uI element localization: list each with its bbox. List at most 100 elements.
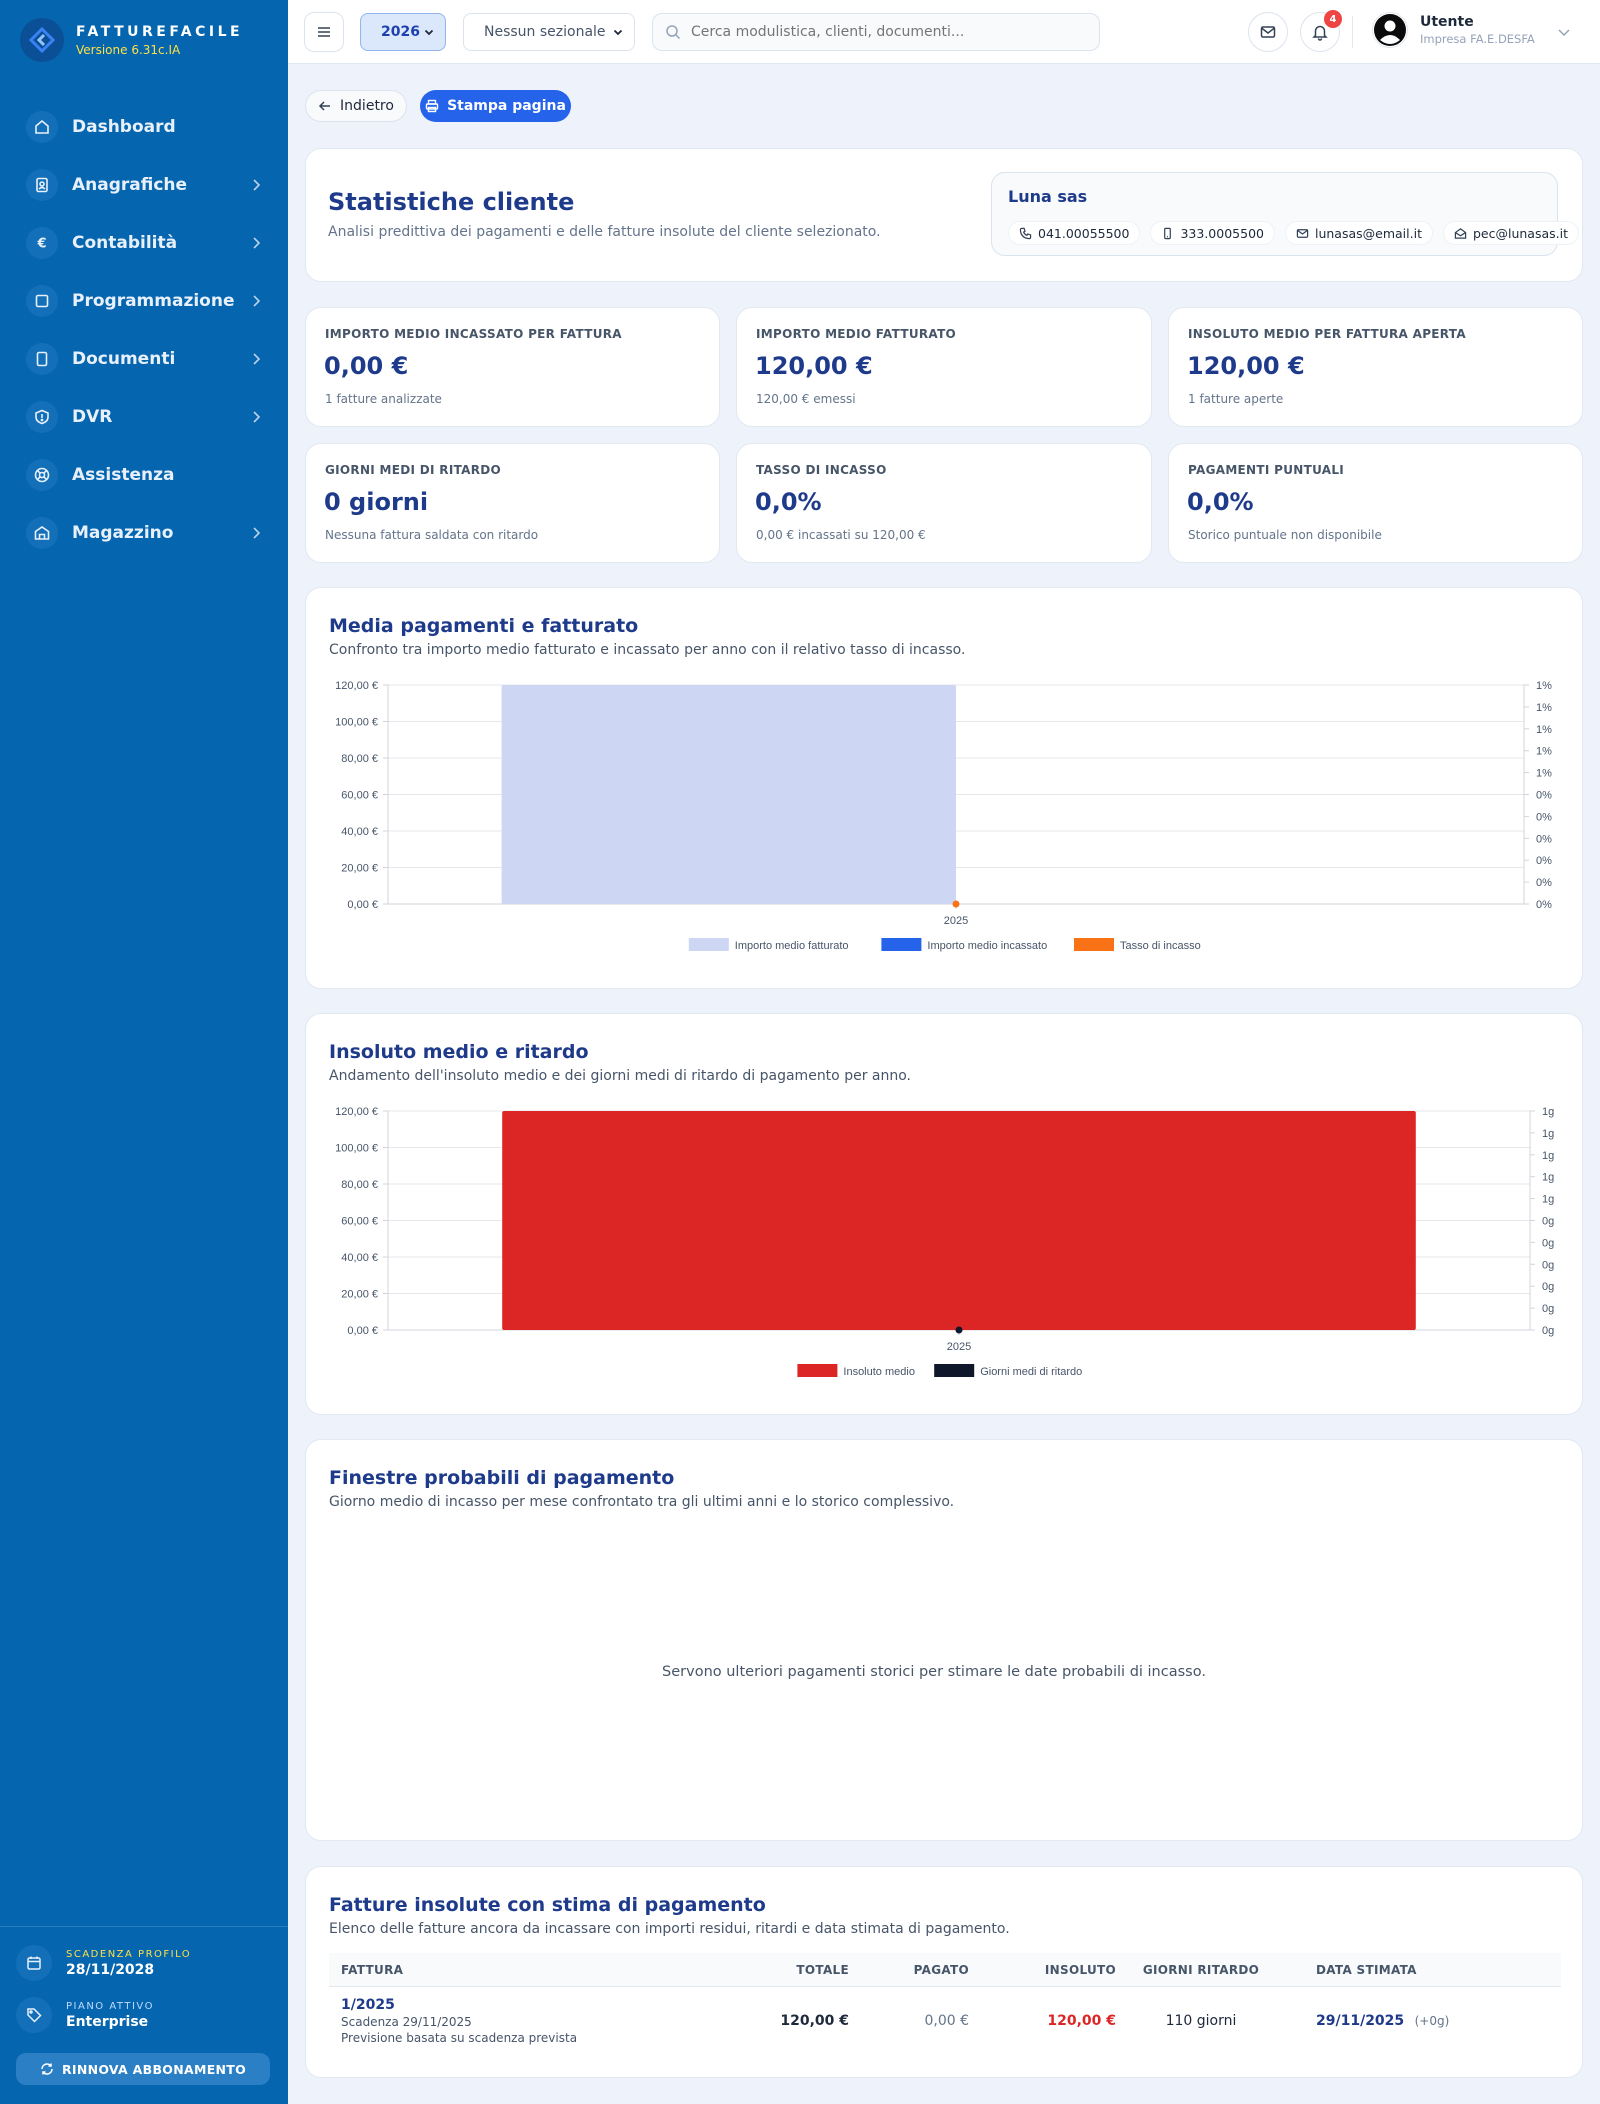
y2-tick-label: 0% — [1536, 855, 1552, 867]
print-page-button[interactable]: Stampa pagina — [420, 90, 571, 122]
calendar-icon — [16, 1945, 52, 1981]
sidebar-item-dashboard[interactable]: Dashboard — [0, 98, 288, 156]
printer-icon — [425, 99, 439, 113]
invoice-forecast-note: Previsione basata su scadenza prevista — [341, 2031, 578, 2045]
chevron-down-icon[interactable] — [1556, 24, 1572, 40]
empty-state-message: Servono ulteriori pagamenti storici per … — [662, 1664, 1206, 1680]
notifications-button[interactable]: 4 — [1300, 10, 1342, 52]
svg-text:€: € — [36, 237, 46, 252]
search-icon — [666, 25, 681, 40]
euro-icon: € — [26, 227, 58, 259]
invoice-number[interactable]: 1/2025 — [341, 1997, 395, 2013]
column-header: GIORNI RITARDO — [1142, 1962, 1260, 1977]
sidebar-item-contabilita[interactable]: € Contabilità — [0, 214, 288, 272]
y2-tick-label: 0% — [1536, 811, 1552, 823]
search-input[interactable] — [691, 24, 1071, 40]
y-tick-label: 100,00 € — [335, 717, 378, 729]
kpi-value: 120,00 € — [1187, 352, 1305, 380]
y-tick-label: 120,00 € — [335, 680, 378, 692]
y-tick-label: 80,00 € — [341, 753, 378, 765]
warehouse-icon — [26, 517, 58, 549]
renew-subscription-button[interactable]: RINNOVA ABBONAMENTO — [16, 2053, 270, 2085]
chart-card-payments-invoiced: Media pagamenti e fatturato Confronto tr… — [305, 587, 1583, 989]
active-plan-caption: PIANO ATTIVO — [66, 2000, 154, 2012]
y2-tick-label: 1% — [1536, 724, 1552, 736]
active-plan: PIANO ATTIVO Enterprise — [0, 1989, 288, 2041]
mail-icon — [1260, 26, 1276, 38]
unpaid-delay-chart: 0,00 € 20,00 € 40,00 € 60,00 € 80,00 € 100,00… — [335, 1106, 1554, 1378]
invoice-total: 120,00 € — [780, 2013, 849, 2029]
profile-expiry-caption: SCADENZA PROFILO — [66, 1948, 192, 1960]
y2-tick-label: 0g — [1542, 1281, 1554, 1293]
sidebar-item-label: Magazzino — [72, 523, 174, 543]
section-subtitle: Confronto tra importo medio fatturato e … — [329, 642, 966, 658]
sidebar-item-documenti[interactable]: Documenti — [0, 330, 288, 388]
y2-tick-label: 1g — [1542, 1106, 1554, 1118]
topbar-divider — [1352, 16, 1353, 48]
y-tick-label: 100,00 € — [335, 1143, 378, 1155]
hamburger-icon — [318, 27, 330, 37]
legend-label: Insoluto medio — [843, 1366, 915, 1378]
client-email[interactable]: lunasas@email.it — [1284, 221, 1433, 245]
messages-button[interactable] — [1248, 12, 1288, 52]
line-point — [955, 1326, 963, 1334]
section-title: Fatture insolute con stima di pagamento — [329, 1894, 766, 1916]
kpi-caption: IMPORTO MEDIO INCASSATO PER FATTURA — [325, 327, 622, 341]
unpaid-invoices-card: Fatture insolute con stima di pagamento … — [305, 1866, 1583, 2078]
topbar: 2026 Nessun sezionale 4 Utente Impresa F… — [288, 0, 1600, 64]
y-tick-label: 60,00 € — [341, 790, 378, 802]
kpi-subtext: 1 fatture analizzate — [325, 392, 442, 406]
lifebuoy-icon — [26, 459, 58, 491]
payments-invoiced-chart: 0,00 € 20,00 € 40,00 € 60,00 € 80,00 € 100,00… — [335, 680, 1552, 952]
section-subtitle: Elenco delle fatture ancora da incassare… — [329, 1921, 1010, 1937]
user-menu[interactable]: Utente Impresa FA.E.DESFA — [1372, 12, 1535, 48]
sezionale-select[interactable]: Nessun sezionale — [463, 13, 635, 51]
arrow-left-icon — [318, 101, 331, 111]
client-email-value: lunasas@email.it — [1314, 225, 1422, 241]
back-button[interactable]: Indietro — [305, 90, 407, 122]
user-name: Utente — [1420, 14, 1474, 30]
shield-icon — [26, 401, 58, 433]
y2-tick-label: 1g — [1542, 1128, 1554, 1140]
sidebar-item-dvr[interactable]: DVR — [0, 388, 288, 446]
table-row[interactable]: 1/2025 Scadenza 29/11/2025 Previsione ba… — [329, 1987, 1561, 2055]
sidebar-item-programmazione[interactable]: Programmazione — [0, 272, 288, 330]
line-point — [952, 900, 960, 908]
sidebar-item-label: DVR — [72, 407, 113, 427]
sidebar-item-magazzino[interactable]: Magazzino — [0, 504, 288, 562]
y2-tick-label: 0% — [1536, 877, 1552, 889]
legend-swatch — [797, 1364, 838, 1377]
bar — [502, 1111, 1416, 1330]
sidebar-item-assistenza[interactable]: Assistenza — [0, 446, 288, 504]
kpi-value: 120,00 € — [755, 352, 873, 380]
kpi-caption: INSOLUTO MEDIO PER FATTURA APERTA — [1188, 327, 1466, 341]
client-pec[interactable]: pec@lunasas.it — [1442, 221, 1579, 245]
sidebar-item-label: Documenti — [72, 349, 176, 369]
legend-label: Tasso di incasso — [1120, 940, 1201, 952]
calendar-icon — [26, 285, 58, 317]
y2-tick-label: 0g — [1542, 1216, 1554, 1228]
kpi-caption: TASSO DI INCASSO — [756, 463, 887, 477]
sidebar-item-anagrafiche[interactable]: Anagrafiche — [0, 156, 288, 214]
y2-tick-label: 0% — [1536, 790, 1552, 802]
y-tick-label: 20,00 € — [341, 1289, 378, 1301]
renew-subscription-label: RINNOVA ABBONAMENTO — [61, 2061, 247, 2077]
client-phone-value: 041.00055500 — [1038, 225, 1130, 241]
legend-label: Giorni medi di ritardo — [980, 1366, 1082, 1378]
home-icon — [26, 111, 58, 143]
kpi-caption: IMPORTO MEDIO FATTURATO — [756, 327, 957, 341]
kpi-subtext: Nessuna fattura saldata con ritardo — [325, 528, 539, 542]
notification-count-badge: 4 — [1324, 10, 1342, 28]
menu-toggle-button[interactable] — [304, 12, 344, 52]
column-header: FATTURA — [341, 1962, 404, 1977]
y-tick-label: 20,00 € — [341, 863, 378, 875]
client-phone[interactable]: 041.00055500 — [1008, 221, 1141, 245]
column-header: INSOLUTO — [1044, 1962, 1116, 1977]
year-select[interactable]: 2026 — [360, 13, 446, 51]
sidebar-nav: Dashboard Anagrafiche € Contabilità Prog… — [0, 98, 288, 562]
chevron-right-icon — [253, 527, 261, 539]
active-plan-name: Enterprise — [66, 2013, 149, 2030]
brand[interactable]: FATTUREFACILE Versione 6.31c.IA — [20, 18, 243, 62]
invoice-paid: 0,00 € — [924, 2013, 969, 2029]
client-mobile[interactable]: 333.0005500 — [1150, 221, 1275, 245]
